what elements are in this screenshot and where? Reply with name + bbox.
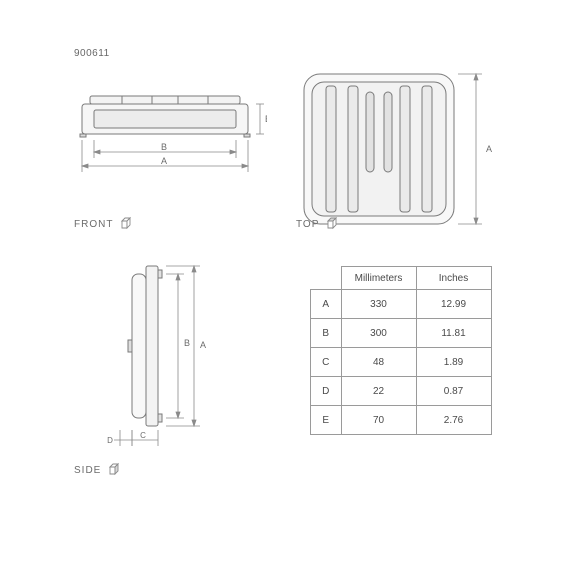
dim-table-wrap: Millimeters Inches A 330 12.99 B 300 11.… [310,266,492,435]
col-header-mm: Millimeters [341,267,416,290]
side-view: B A C D [100,260,260,460]
top-label-row: TOP [296,216,339,233]
row-in: 0.87 [416,377,491,406]
dim-letter-D-side: D [107,436,113,445]
front-label-row: FRONT [74,216,133,233]
table-row: A 330 12.99 [311,290,492,319]
row-in: 1.89 [416,348,491,377]
cube-icon [119,216,133,233]
front-view: E B A [72,90,267,220]
side-label-row: SIDE [74,462,121,479]
table-row: C 48 1.89 [311,348,492,377]
table-row: B 300 11.81 [311,319,492,348]
top-view: A [296,72,506,232]
row-mm: 330 [341,290,416,319]
cube-icon [325,216,339,233]
row-key: C [311,348,342,377]
cube-icon [107,462,121,479]
row-key: D [311,377,342,406]
row-in: 2.76 [416,406,491,435]
row-key: A [311,290,342,319]
product-id: 900611 [74,48,110,59]
top-label: TOP [296,219,319,230]
dim-letter-A-top: A [486,144,492,154]
table-row: D 22 0.87 [311,377,492,406]
row-key: B [311,319,342,348]
page: 900611 [0,0,570,570]
dim-letter-C-side: C [140,431,146,440]
row-in: 12.99 [416,290,491,319]
top-drawing: A [296,72,506,232]
front-label: FRONT [74,219,113,230]
row-mm: 48 [341,348,416,377]
dim-letter-B: B [161,142,167,152]
dim-letter-B-side: B [184,338,190,348]
dim-letter-E: E [265,114,267,124]
side-label: SIDE [74,465,101,476]
dim-letter-A-side: A [200,340,206,350]
table-corner [311,267,342,290]
side-drawing: B A C D [100,260,260,460]
row-key: E [311,406,342,435]
row-mm: 70 [341,406,416,435]
col-header-in: Inches [416,267,491,290]
row-mm: 300 [341,319,416,348]
front-drawing: E B A [72,90,267,220]
row-mm: 22 [341,377,416,406]
row-in: 11.81 [416,319,491,348]
table-row: E 70 2.76 [311,406,492,435]
dim-letter-A: A [161,156,167,166]
dim-table: Millimeters Inches A 330 12.99 B 300 11.… [310,266,492,435]
